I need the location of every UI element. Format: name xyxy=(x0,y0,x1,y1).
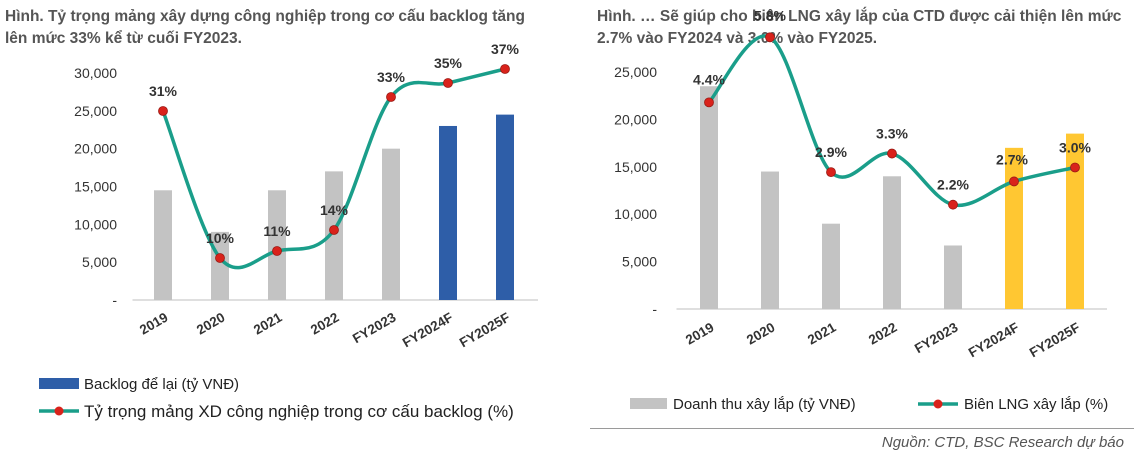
data-label: 3.3% xyxy=(876,126,908,142)
line-point xyxy=(1009,176,1019,187)
x-tick-label: 2022 xyxy=(866,320,900,348)
x-tick-label: FY2023 xyxy=(912,319,961,356)
data-label: 3.0% xyxy=(1059,140,1091,156)
bar xyxy=(1005,147,1023,309)
y-tick-label: 20,000 xyxy=(614,111,657,127)
x-tick-label: 2022 xyxy=(308,310,342,338)
data-label: 2.2% xyxy=(937,177,969,193)
bar xyxy=(1066,133,1084,309)
bar xyxy=(154,190,172,300)
bar xyxy=(883,176,901,309)
x-tick-label: FY2024F xyxy=(966,320,1022,361)
line-point xyxy=(158,106,168,116)
left-chart-title: Hình. Tỷ trọng mảng xây dựng công nghiệp… xyxy=(5,8,525,47)
data-label: 10% xyxy=(206,230,235,246)
bar xyxy=(761,171,779,309)
line-point xyxy=(704,97,714,108)
right-chart-title: Hình. … Sẽ giúp cho biên LNG xây lắp của… xyxy=(597,8,1122,47)
legend-bar-swatch xyxy=(39,378,79,389)
source-note: Nguồn: CTD, BSC Research dự báo xyxy=(881,434,1124,451)
legend-line-marker xyxy=(933,399,943,409)
legend-bar-label: Backlog để lại (tỷ VNĐ) xyxy=(84,376,239,393)
y-tick-label: 25,000 xyxy=(614,64,657,80)
x-tick-label: FY2025F xyxy=(457,310,513,351)
y-tick-label: 5,000 xyxy=(622,254,657,270)
bar xyxy=(496,114,514,300)
y-tick-label: 20,000 xyxy=(74,141,117,157)
bar xyxy=(700,86,718,309)
data-label: 2.9% xyxy=(815,144,847,160)
line-point xyxy=(443,78,453,88)
data-label: 37% xyxy=(491,41,520,57)
y-tick-label: 25,000 xyxy=(74,103,117,119)
bar xyxy=(822,223,840,309)
line-point xyxy=(215,253,225,263)
left-chart: 30,000 25,000 20,000 15,000 10,000 5,000 - 2019… xyxy=(39,41,538,421)
line-point xyxy=(765,32,775,43)
y-tick-label: 5,000 xyxy=(82,254,117,270)
x-tick-label: 2021 xyxy=(805,319,839,347)
x-tick-label: 2019 xyxy=(137,310,171,338)
x-tick-label: 2020 xyxy=(744,320,778,348)
y-tick-label: 10,000 xyxy=(614,206,657,222)
x-tick-label: FY2023 xyxy=(350,309,399,346)
data-label: 35% xyxy=(434,55,463,71)
x-tick-label: FY2024F xyxy=(400,310,456,351)
data-label: 11% xyxy=(263,223,291,239)
bar xyxy=(325,171,343,300)
y-tick-label: - xyxy=(112,292,117,308)
x-tick-label: 2020 xyxy=(194,310,228,338)
x-tick-label: FY2025F xyxy=(1027,320,1083,361)
bar xyxy=(944,245,962,309)
line-point xyxy=(1070,162,1080,173)
x-tick-label: 2021 xyxy=(251,309,285,337)
line-point xyxy=(887,148,897,159)
data-label: 31% xyxy=(149,83,178,99)
y-tick-label: 15,000 xyxy=(74,179,117,195)
data-label: 33% xyxy=(377,69,406,85)
bar xyxy=(268,190,286,300)
line-point xyxy=(272,246,282,256)
y-tick-label: - xyxy=(652,301,657,317)
legend-bar-label: Doanh thu xây lắp (tỷ VNĐ) xyxy=(673,396,856,413)
data-label: 5.8% xyxy=(754,7,786,23)
x-tick-label: 2019 xyxy=(683,320,717,348)
data-label: 14% xyxy=(320,202,349,218)
y-tick-label: 10,000 xyxy=(74,216,117,232)
bar xyxy=(382,148,400,300)
data-label: 2.7% xyxy=(996,151,1028,167)
line-point xyxy=(329,225,339,235)
line-point xyxy=(826,167,836,178)
line-point xyxy=(386,92,396,102)
bar xyxy=(439,125,457,300)
right-chart: 25,000 20,000 15,000 10,000 5,000 - 2019 2020 20… xyxy=(614,7,1108,413)
data-label: 4.4% xyxy=(693,71,725,87)
line-point xyxy=(948,199,958,210)
y-tick-label: 15,000 xyxy=(614,159,657,175)
legend-bar-swatch xyxy=(630,398,667,409)
legend-line-marker xyxy=(54,406,64,416)
footer-divider xyxy=(590,428,1134,429)
legend-line-label: Biên LNG xây lắp (%) xyxy=(964,396,1108,413)
legend-line-label: Tỷ trọng mảng XD công nghiệp trong cơ cấ… xyxy=(84,402,514,421)
y-tick-label: 30,000 xyxy=(74,65,117,81)
line-point xyxy=(500,64,510,74)
